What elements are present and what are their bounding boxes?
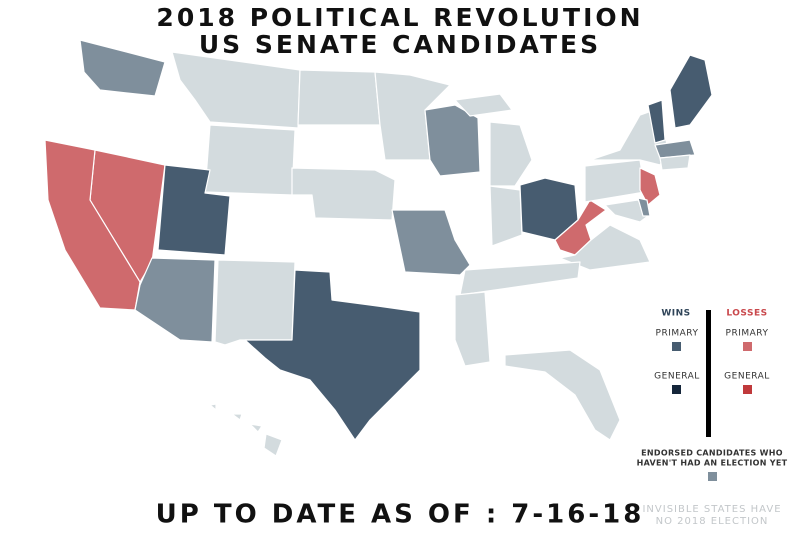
state [669, 54, 713, 129]
legend-swatch [743, 385, 752, 394]
state [654, 139, 696, 159]
footnote: INVISIBLE STATES HAVE [642, 504, 781, 515]
state [554, 199, 607, 256]
state [647, 99, 666, 144]
us-map [44, 39, 713, 457]
state [559, 224, 651, 271]
legend-note: ENDORSED CANDIDATES WHO [641, 449, 783, 458]
legend-swatch [708, 472, 717, 481]
title-line: US SENATE CANDIDATES [199, 30, 601, 59]
state [459, 261, 581, 296]
state [134, 257, 216, 343]
state [504, 349, 621, 441]
state [454, 291, 491, 367]
state [263, 433, 283, 457]
state [454, 93, 513, 117]
legend-heading: LOSSES [726, 309, 767, 319]
state [604, 199, 649, 223]
legend-swatch [672, 385, 681, 394]
state [391, 209, 471, 276]
state [637, 197, 651, 217]
state [424, 104, 481, 177]
state [489, 121, 533, 187]
legend-note: HAVEN'T HAD AN ELECTION YET [637, 459, 788, 468]
state [231, 413, 243, 421]
state [204, 124, 296, 196]
legend-swatch [743, 342, 752, 351]
state [489, 185, 523, 247]
legend-label: GENERAL [724, 372, 770, 382]
state [659, 154, 691, 171]
legend-label: PRIMARY [656, 329, 699, 339]
legend-divider [706, 310, 711, 437]
legend-label: GENERAL [654, 372, 700, 382]
title-line: 2018 POLITICAL REVOLUTION [156, 3, 643, 32]
state [157, 164, 231, 256]
state [291, 167, 396, 221]
legend-heading: WINS [661, 309, 690, 319]
legend: WINS LOSSES PRIMARY GENERAL PRIMARY GENE… [637, 309, 788, 481]
footnote: NO 2018 ELECTION [656, 516, 769, 527]
legend-label: PRIMARY [726, 329, 769, 339]
state [639, 167, 661, 206]
state [249, 423, 263, 433]
state [584, 159, 646, 203]
state [171, 51, 301, 129]
state [79, 39, 166, 97]
legend-swatch [672, 342, 681, 351]
state [214, 259, 296, 346]
update-date: UP TO DATE AS OF : 7-16-18 [156, 500, 645, 530]
state [244, 269, 421, 441]
state [209, 403, 217, 411]
state [297, 69, 381, 126]
